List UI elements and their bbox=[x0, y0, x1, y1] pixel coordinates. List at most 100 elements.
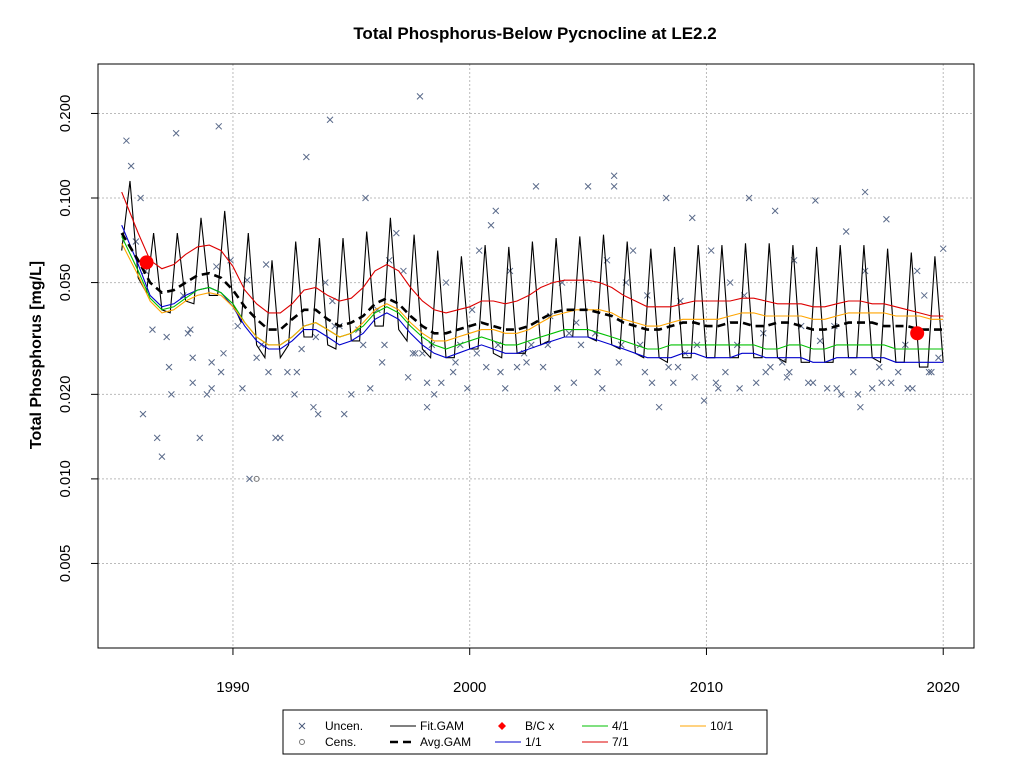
uncensored-point bbox=[253, 354, 260, 362]
uncensored-point bbox=[475, 247, 483, 254]
uncensored-point-stroke bbox=[655, 403, 663, 411]
uncensored-point-stroke bbox=[196, 434, 204, 442]
uncensored-point bbox=[584, 183, 592, 190]
uncensored-point-stroke bbox=[617, 341, 625, 349]
uncensored-point-stroke bbox=[584, 183, 592, 190]
uncensored-point-stroke bbox=[381, 341, 388, 349]
uncensored-point bbox=[423, 403, 431, 411]
uncensored-point-stroke bbox=[745, 194, 753, 202]
uncensored-point-stroke bbox=[868, 385, 876, 392]
uncensored-point bbox=[615, 358, 623, 366]
uncensored-point-stroke bbox=[935, 354, 942, 362]
uncensored-point-stroke bbox=[904, 385, 912, 392]
uncensored-point-stroke bbox=[610, 172, 618, 180]
legend-label: 7/1 bbox=[612, 735, 629, 749]
uncensored-point-stroke bbox=[691, 373, 698, 381]
uncensored-point bbox=[674, 363, 682, 371]
legend-label: 4/1 bbox=[612, 719, 629, 733]
uncensored-point-stroke bbox=[629, 247, 637, 254]
uncensored-point-stroke bbox=[804, 379, 812, 387]
uncensored-point-stroke bbox=[404, 373, 412, 381]
uncensored-point bbox=[487, 221, 495, 229]
uncensored-point-stroke bbox=[854, 390, 862, 398]
uncensored-point-stroke bbox=[423, 403, 431, 411]
uncensored-point bbox=[688, 214, 696, 222]
uncensored-point bbox=[771, 207, 779, 215]
uncensored-point-stroke bbox=[669, 379, 677, 387]
uncensored-point bbox=[610, 183, 618, 190]
legend-label: Fit.GAM bbox=[420, 719, 464, 733]
uncensored-point-stroke bbox=[184, 329, 192, 337]
uncensored-point bbox=[707, 247, 715, 254]
uncensored-point-stroke bbox=[928, 368, 935, 376]
uncensored-point-stroke bbox=[189, 354, 197, 362]
uncensored-point-stroke bbox=[430, 390, 438, 398]
uncensored-point-stroke bbox=[482, 363, 490, 371]
uncensored-point-stroke bbox=[894, 368, 902, 376]
uncensored-point-stroke bbox=[920, 292, 928, 299]
uncensored-point-stroke bbox=[326, 116, 334, 124]
uncensored-point bbox=[158, 453, 166, 461]
uncensored-point-stroke bbox=[310, 403, 317, 411]
uncensored-point-stroke bbox=[594, 368, 601, 376]
uncensored-point-stroke bbox=[149, 326, 156, 333]
uncensored-point bbox=[823, 385, 831, 392]
uncensored-point-stroke bbox=[362, 194, 369, 202]
uncensored-point bbox=[497, 368, 504, 376]
uncensored-point-stroke bbox=[615, 358, 623, 366]
legend-entry: 7/1 bbox=[582, 735, 629, 749]
uncensored-point bbox=[409, 349, 417, 357]
legend-entry: B/C x bbox=[498, 719, 554, 733]
uncensored-point bbox=[594, 368, 601, 376]
bc-point bbox=[910, 326, 925, 341]
series-avg-gam bbox=[120, 232, 944, 335]
uncensored-point-stroke bbox=[298, 345, 305, 353]
uncensored-point bbox=[411, 349, 419, 357]
series-fit-gam bbox=[121, 180, 944, 368]
uncensored-point-stroke bbox=[239, 385, 246, 392]
uncensored-point bbox=[132, 238, 140, 245]
uncensored-point bbox=[217, 368, 225, 376]
uncensored-point bbox=[184, 329, 192, 337]
uncensored-point bbox=[293, 368, 301, 376]
uncensored-point-stroke bbox=[778, 358, 786, 366]
legend-label: B/C x bbox=[525, 719, 554, 733]
uncensored-point bbox=[366, 385, 374, 392]
chart-title: Total Phosphorus-Below Pycnocline at LE2… bbox=[353, 24, 716, 43]
uncensored-point-stroke bbox=[123, 137, 130, 145]
uncensored-point bbox=[928, 368, 935, 376]
uncensored-point bbox=[778, 358, 786, 366]
uncensored-point bbox=[165, 363, 173, 371]
uncensored-point-stroke bbox=[544, 341, 552, 349]
uncensored-point bbox=[565, 329, 573, 337]
uncensored-point-stroke bbox=[603, 256, 611, 264]
uncensored-point bbox=[404, 373, 412, 381]
legend-entry: 4/1 bbox=[582, 719, 629, 733]
legend-symbol bbox=[298, 722, 306, 730]
uncensored-point bbox=[809, 379, 817, 387]
uncensored-point-stroke bbox=[262, 261, 270, 268]
uncensored-point bbox=[284, 368, 291, 376]
uncensored-point bbox=[416, 93, 424, 100]
uncensored-point-stroke bbox=[217, 368, 225, 376]
uncensored-point bbox=[449, 368, 457, 376]
uncensored-point bbox=[189, 379, 197, 387]
uncensored-point bbox=[722, 368, 729, 376]
uncensored-point-stroke bbox=[243, 276, 251, 284]
uncensored-point-stroke bbox=[158, 453, 166, 461]
uncensored-point-stroke bbox=[165, 363, 173, 371]
uncensored-point-stroke bbox=[468, 306, 476, 314]
uncensored-point-stroke bbox=[712, 379, 720, 387]
uncensored-point bbox=[423, 379, 431, 387]
y-tick-label: 0.005 bbox=[57, 545, 74, 583]
uncensored-point-stroke bbox=[208, 385, 215, 392]
uncensored-point-stroke bbox=[276, 434, 284, 442]
uncensored-point bbox=[310, 403, 317, 411]
uncensored-point-stroke bbox=[172, 129, 180, 137]
uncensored-point bbox=[745, 194, 753, 202]
uncensored-point bbox=[234, 322, 242, 330]
bc-markers bbox=[139, 255, 925, 341]
uncensored-point-stroke bbox=[823, 385, 831, 392]
uncensored-point-stroke bbox=[674, 363, 682, 371]
uncensored-point-stroke bbox=[861, 267, 869, 275]
